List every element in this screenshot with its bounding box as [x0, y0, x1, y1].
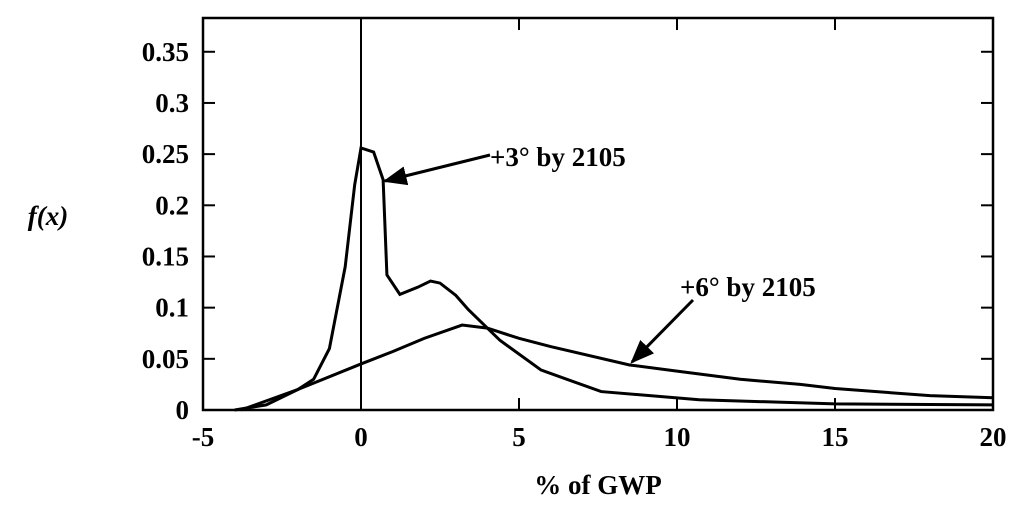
y-axis-label: f(x) — [28, 201, 68, 231]
y-tick-label: 0.2 — [155, 190, 189, 220]
x-tick-label: 15 — [822, 422, 849, 452]
x-axis-label: % of GWP — [534, 470, 662, 500]
x-tick-label: 5 — [512, 422, 526, 452]
annotation: +6° by 2105 — [680, 272, 816, 302]
x-tick-label: -5 — [192, 422, 215, 452]
x-tick-label: 0 — [354, 422, 368, 452]
plot-frame — [201, 16, 995, 412]
annotation-arrow — [630, 298, 695, 364]
annotation: +3° by 2105 — [490, 142, 626, 172]
y-tick-label: 0.35 — [142, 37, 189, 67]
y-tick-label: 0.15 — [142, 241, 189, 271]
x-tick-label: 10 — [664, 422, 691, 452]
annotation-arrow — [382, 153, 491, 186]
y-tick-label: 0.25 — [142, 139, 189, 169]
line-series — [234, 146, 994, 412]
y-tick-label: 0.3 — [155, 88, 189, 118]
line-series — [240, 323, 994, 412]
y-tick-label: 0.05 — [142, 344, 189, 374]
y-tick-label: 0.1 — [155, 293, 189, 323]
x-tick-label: 20 — [980, 422, 1007, 452]
y-tick-label: 0 — [176, 395, 190, 425]
